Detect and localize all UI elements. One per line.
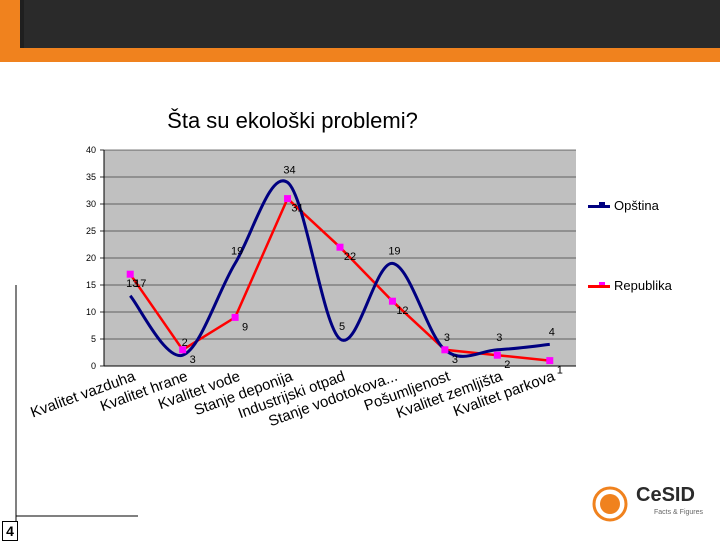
data-label-republika: 31 [291, 203, 303, 215]
data-label-republika: 1 [557, 365, 563, 377]
data-label-opstina: 34 [283, 164, 295, 176]
marker-republika [546, 357, 554, 365]
data-label-republika: 2 [504, 359, 510, 371]
y-tick-label: 0 [91, 361, 96, 371]
data-label-republika: 22 [344, 251, 356, 263]
legend-label-opstina: Opština [614, 198, 659, 213]
top-banner [0, 0, 720, 70]
data-label-opstina: 13 [126, 278, 138, 290]
marker-republika [284, 195, 292, 203]
logo-text: CeSID [636, 484, 695, 506]
legend-label-republika: Republika [614, 278, 672, 293]
y-tick-label: 25 [86, 226, 96, 236]
y-tick-label: 5 [91, 334, 96, 344]
legend-swatch-republika [588, 285, 610, 289]
data-label-republika: 12 [396, 305, 408, 317]
data-label-republika: 3 [452, 354, 458, 366]
logo-mark-icon [592, 486, 628, 522]
marker-republika [493, 351, 501, 359]
series-line-opstina [129, 179, 550, 358]
marker-republika [336, 243, 344, 251]
legend-item-opstina: Opština [588, 198, 659, 213]
marker-republika [388, 297, 396, 305]
data-label-opstina: 2 [182, 337, 188, 349]
banner-accent [0, 0, 20, 48]
marker-republika [441, 346, 449, 354]
chart-title: Šta su ekološki problemi? [167, 108, 418, 133]
y-tick-label: 30 [86, 199, 96, 209]
marker-republika [179, 346, 187, 354]
y-tick-label: 35 [86, 172, 96, 182]
banner-dark-inner [24, 0, 720, 48]
y-tick-label: 40 [86, 145, 96, 155]
series-line-republika [129, 196, 550, 362]
legend-marker-opstina [599, 202, 605, 208]
data-label-opstina: 19 [388, 245, 400, 257]
marker-republika [126, 270, 134, 278]
data-label-republika: 17 [134, 278, 146, 290]
cesid-logo: CeSID Facts & Figures [588, 482, 708, 522]
legend-item-republika: Republika [588, 278, 672, 293]
legend-swatch-opstina [588, 205, 610, 209]
data-label-opstina: 19 [231, 245, 243, 257]
banner-orange-stripe [0, 48, 720, 62]
data-label-opstina: 3 [444, 332, 450, 344]
y-tick-label: 20 [86, 253, 96, 263]
data-label-republika: 9 [242, 321, 248, 333]
data-label-republika: 3 [190, 354, 196, 366]
y-tick-label: 10 [86, 307, 96, 317]
data-label-opstina: 5 [339, 321, 345, 333]
data-label-opstina: 4 [549, 326, 555, 338]
page-number: 4 [2, 521, 18, 541]
marker-republika [231, 313, 239, 321]
logo-tagline: Facts & Figures [654, 509, 704, 516]
data-label-opstina: 3 [496, 332, 502, 344]
legend-marker-republika [599, 282, 605, 288]
y-tick-label: 15 [86, 280, 96, 290]
